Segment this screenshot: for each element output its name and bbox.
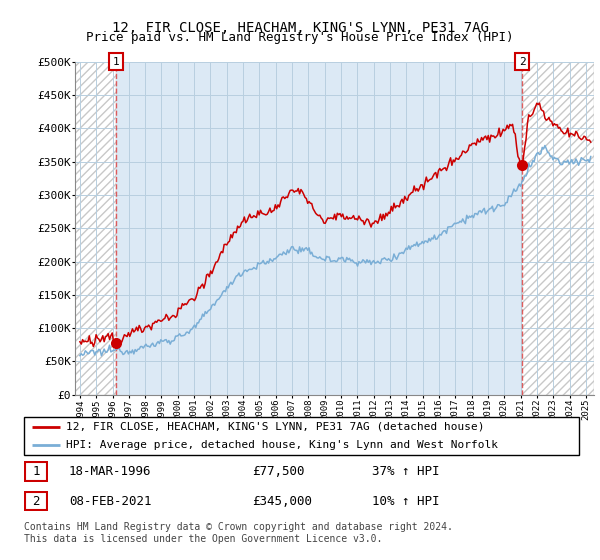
Text: 08-FEB-2021: 08-FEB-2021 <box>69 494 151 508</box>
Text: Contains HM Land Registry data © Crown copyright and database right 2024.
This d: Contains HM Land Registry data © Crown c… <box>24 522 453 544</box>
Text: £77,500: £77,500 <box>252 465 305 478</box>
Text: £345,000: £345,000 <box>252 494 312 508</box>
Text: 1: 1 <box>32 465 40 478</box>
Bar <box>75 62 116 395</box>
Text: 2: 2 <box>32 494 40 508</box>
Text: 10% ↑ HPI: 10% ↑ HPI <box>372 494 439 508</box>
Polygon shape <box>522 62 594 395</box>
Text: 37% ↑ HPI: 37% ↑ HPI <box>372 465 439 478</box>
Text: 12, FIR CLOSE, HEACHAM, KING'S LYNN, PE31 7AG: 12, FIR CLOSE, HEACHAM, KING'S LYNN, PE3… <box>112 21 488 35</box>
Polygon shape <box>75 62 116 395</box>
Text: Price paid vs. HM Land Registry's House Price Index (HPI): Price paid vs. HM Land Registry's House … <box>86 31 514 44</box>
Text: 18-MAR-1996: 18-MAR-1996 <box>69 465 151 478</box>
FancyBboxPatch shape <box>24 417 579 455</box>
FancyBboxPatch shape <box>25 492 47 510</box>
Text: 2: 2 <box>519 57 526 67</box>
Text: HPI: Average price, detached house, King's Lynn and West Norfolk: HPI: Average price, detached house, King… <box>65 440 497 450</box>
Text: 1: 1 <box>113 57 119 67</box>
Text: 12, FIR CLOSE, HEACHAM, KING'S LYNN, PE31 7AG (detached house): 12, FIR CLOSE, HEACHAM, KING'S LYNN, PE3… <box>65 422 484 432</box>
FancyBboxPatch shape <box>25 463 47 480</box>
